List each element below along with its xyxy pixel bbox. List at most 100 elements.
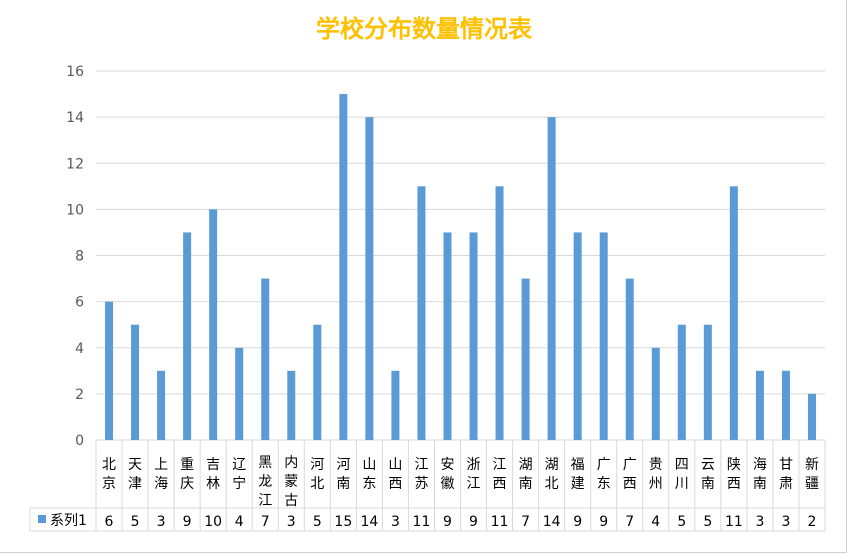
- category-label: 辽宁: [232, 457, 246, 492]
- category-label: 江西: [493, 457, 507, 492]
- category-label: 甘肃: [779, 457, 793, 492]
- bar: [287, 370, 296, 440]
- category-label: 北京: [102, 457, 116, 492]
- bar: [209, 209, 218, 440]
- category-label: 贵州: [649, 457, 663, 492]
- data-value: 3: [781, 514, 790, 530]
- category-label: 山西: [388, 457, 402, 492]
- y-tick-label: 8: [75, 249, 84, 265]
- category-label: 四川: [675, 457, 689, 492]
- y-tick-label: 4: [75, 341, 84, 357]
- data-value: 3: [287, 514, 296, 530]
- data-value: 7: [625, 514, 634, 530]
- data-value: 10: [204, 514, 222, 530]
- data-value: 4: [651, 514, 660, 530]
- y-tick-label: 16: [66, 64, 84, 80]
- data-value: 7: [261, 514, 270, 530]
- category-label: 内蒙古: [284, 455, 298, 509]
- data-value: 9: [599, 514, 608, 530]
- category-label: 云南: [701, 457, 715, 492]
- category-label: 湖北: [545, 457, 559, 492]
- category-label: 江苏: [414, 457, 428, 492]
- y-tick-label: 2: [75, 387, 84, 403]
- category-label: 安徽: [440, 457, 454, 492]
- category-label: 吉林: [206, 457, 220, 492]
- data-value: 9: [573, 514, 582, 530]
- legend-key: [38, 515, 46, 523]
- data-value: 7: [521, 514, 530, 530]
- category-label: 山东: [362, 457, 376, 492]
- category-label: 广西: [623, 457, 637, 492]
- data-value: 14: [360, 514, 378, 530]
- category-label: 黑龙江: [258, 455, 272, 509]
- bar: [313, 324, 322, 440]
- bar: [573, 232, 582, 440]
- bar: [365, 117, 374, 440]
- bar: [469, 232, 478, 440]
- data-value: 11: [413, 514, 431, 530]
- bar: [157, 370, 166, 440]
- bar: [599, 232, 608, 440]
- data-value: 5: [313, 514, 322, 530]
- chart-title: 学校分布数量情况表: [316, 15, 533, 43]
- data-value: 11: [725, 514, 743, 530]
- category-label: 陕西: [727, 457, 741, 492]
- data-value: 3: [391, 514, 400, 530]
- data-value: 5: [677, 514, 686, 530]
- data-value: 5: [703, 514, 712, 530]
- y-tick-label: 12: [66, 156, 84, 172]
- y-axis: 0 2 4 6 8 10 12 14 16: [66, 64, 84, 449]
- data-value: 11: [491, 514, 509, 530]
- bar: [807, 393, 816, 440]
- y-tick-label: 6: [75, 295, 84, 311]
- gridlines: [96, 70, 825, 441]
- data-value: 3: [755, 514, 764, 530]
- bar: [235, 347, 244, 440]
- bar: [391, 370, 400, 440]
- y-tick-label: 10: [66, 202, 84, 218]
- data-value: 14: [543, 514, 561, 530]
- bar: [755, 370, 764, 440]
- category-label: 海南: [753, 457, 767, 492]
- bar: [703, 324, 712, 440]
- data-value: 4: [235, 514, 244, 530]
- bar: [131, 324, 140, 440]
- bars: [105, 94, 816, 440]
- y-tick-label: 0: [75, 433, 84, 449]
- series-name: 系列1: [50, 513, 87, 529]
- category-label: 湖南: [519, 457, 533, 492]
- bar: [521, 278, 530, 440]
- category-label: 重庆: [180, 457, 194, 492]
- category-label: 上海: [154, 457, 168, 492]
- bar: [677, 324, 686, 440]
- data-value: 9: [183, 514, 192, 530]
- data-value: 5: [131, 514, 140, 530]
- bar: [105, 301, 114, 440]
- data-table: 北京天津上海重庆吉林辽宁黑龙江内蒙古河北河南山东山西江苏安徽浙江江西湖南湖北福建…: [29, 440, 826, 532]
- data-value: 9: [443, 514, 452, 530]
- data-value: 3: [157, 514, 166, 530]
- bar: [443, 232, 452, 440]
- data-value: 6: [105, 514, 114, 530]
- bar: [729, 186, 738, 440]
- category-label: 浙江: [467, 457, 481, 492]
- category-label: 新疆: [805, 457, 819, 492]
- bar: [495, 186, 504, 440]
- bar: [781, 370, 790, 440]
- bar: [261, 278, 270, 440]
- category-label: 河南: [336, 457, 350, 492]
- category-label: 河北: [310, 457, 324, 492]
- bar: [417, 186, 426, 440]
- data-value: 9: [469, 514, 478, 530]
- y-tick-label: 14: [66, 110, 84, 126]
- category-label: 广东: [597, 457, 611, 492]
- category-label: 福建: [571, 457, 585, 492]
- bar: [547, 117, 556, 440]
- bar: [339, 94, 348, 440]
- data-value: 2: [808, 514, 817, 530]
- bar: [651, 347, 660, 440]
- bar: [183, 232, 192, 440]
- category-label: 天津: [128, 457, 142, 492]
